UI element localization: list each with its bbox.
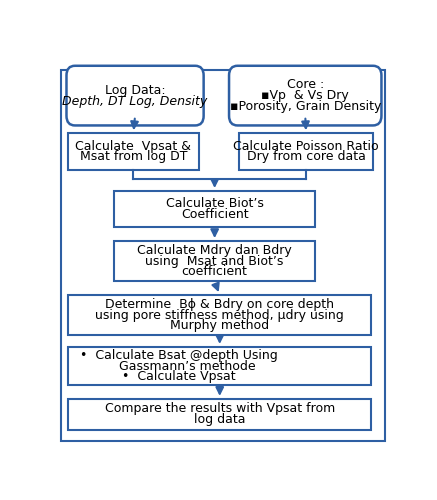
FancyBboxPatch shape — [61, 70, 385, 441]
FancyBboxPatch shape — [114, 241, 316, 282]
Text: Coefficient: Coefficient — [181, 208, 249, 221]
Text: Calculate Biot’s: Calculate Biot’s — [166, 198, 264, 210]
Text: Calculate Mdry dan Bdry: Calculate Mdry dan Bdry — [137, 244, 292, 257]
Text: •  Calculate Vpsat: • Calculate Vpsat — [122, 370, 236, 384]
Text: Msat from log DT: Msat from log DT — [80, 150, 187, 164]
Text: Determine  Bϕ & Bdry on core depth: Determine Bϕ & Bdry on core depth — [105, 298, 334, 311]
FancyBboxPatch shape — [229, 66, 382, 126]
Text: ▪Porosity, Grain Density: ▪Porosity, Grain Density — [229, 100, 381, 113]
FancyBboxPatch shape — [66, 66, 204, 126]
Text: log data: log data — [194, 413, 246, 426]
Text: Depth, DT Log, Density: Depth, DT Log, Density — [62, 94, 208, 108]
Text: Gassmann’s methode: Gassmann’s methode — [103, 360, 255, 372]
FancyBboxPatch shape — [68, 295, 371, 336]
Text: using pore stiffness method, μdry using: using pore stiffness method, μdry using — [95, 308, 344, 322]
FancyBboxPatch shape — [114, 191, 316, 228]
Text: ▪Vp  & Vs Dry: ▪Vp & Vs Dry — [261, 89, 349, 102]
Text: coefficient: coefficient — [182, 266, 248, 278]
Text: Murphy method: Murphy method — [170, 320, 269, 332]
Text: Calculate Poisson Ratio: Calculate Poisson Ratio — [233, 140, 379, 152]
FancyBboxPatch shape — [68, 399, 371, 430]
FancyBboxPatch shape — [68, 133, 198, 170]
Text: Core :: Core : — [287, 78, 324, 92]
Text: Compare the results with Vpsat from: Compare the results with Vpsat from — [104, 402, 335, 415]
Text: Calculate  Vpsat &: Calculate Vpsat & — [75, 140, 191, 152]
FancyBboxPatch shape — [239, 133, 373, 170]
Text: Log Data:: Log Data: — [105, 84, 165, 96]
Text: •  Calculate Bsat @depth Using: • Calculate Bsat @depth Using — [80, 349, 278, 362]
Text: Dry from core data: Dry from core data — [246, 150, 365, 164]
FancyBboxPatch shape — [68, 347, 371, 386]
Text: using  Msat and Biot’s: using Msat and Biot’s — [146, 254, 284, 268]
